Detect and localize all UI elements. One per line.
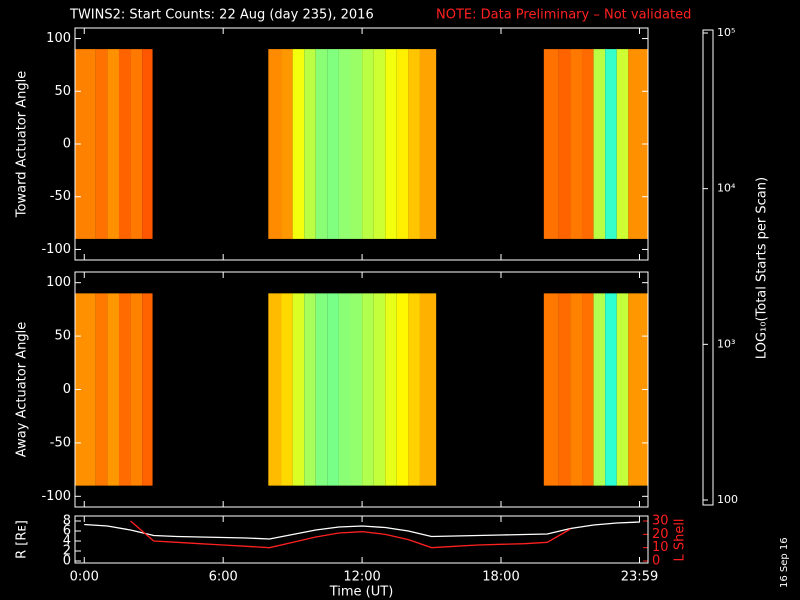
- heatmap-column: [268, 293, 282, 486]
- heatmap-column: [628, 49, 648, 239]
- heatmap-column: [396, 49, 409, 239]
- heatmap-column: [75, 49, 96, 239]
- heatmap-column: [130, 49, 143, 239]
- heatmap-column: [396, 293, 409, 486]
- heatmap-column: [582, 49, 594, 239]
- heatmap-column: [292, 293, 305, 486]
- x-tick-label: 12:00: [343, 570, 380, 585]
- heatmap-column: [142, 293, 153, 486]
- heatmap-column: [315, 49, 328, 239]
- heatmap-column: [593, 49, 606, 239]
- y2-tick-label: 30: [652, 514, 669, 529]
- x-tick-label: 6:00: [209, 570, 238, 585]
- x-tick-label: 0:00: [70, 570, 99, 585]
- y2-label: L Shell: [673, 518, 688, 561]
- heatmap-column: [408, 49, 420, 239]
- heatmap-column: [373, 49, 386, 239]
- heatmap-column: [281, 293, 293, 486]
- heatmap-column: [118, 49, 131, 239]
- y-tick-label: 100: [46, 275, 71, 290]
- heatmap-column: [570, 293, 583, 486]
- y-tick-label: -50: [50, 435, 71, 450]
- heatmap-column: [118, 293, 131, 486]
- y-tick-label: 0: [63, 554, 71, 569]
- x-tick-label: 18:00: [482, 570, 519, 585]
- plot-frame: [74, 515, 649, 564]
- line: [130, 520, 571, 549]
- heatmap-column: [558, 293, 571, 486]
- heatmap-column: [385, 293, 397, 486]
- heatmap-column: [373, 293, 386, 486]
- heatmap-column: [616, 49, 629, 239]
- heatmap-column: [628, 293, 648, 486]
- heatmap-column: [95, 293, 108, 486]
- heatmap-column: [582, 293, 594, 486]
- heatmap-column: [419, 49, 437, 239]
- heatmap-column: [327, 49, 339, 239]
- heatmap-column: [570, 49, 583, 239]
- heatmap-column: [315, 293, 328, 486]
- y2-tick-label: 10: [652, 540, 669, 555]
- y-tick-label: 8: [63, 514, 71, 529]
- line: [84, 521, 640, 540]
- heatmap-column: [327, 293, 339, 486]
- heatmap-column: [616, 293, 629, 486]
- colorbar-label: LOG₁₀(Total Starts per Scan): [755, 177, 770, 359]
- heatmap-column: [304, 293, 316, 486]
- heatmap-column: [408, 293, 420, 486]
- y-tick-label: -50: [50, 189, 71, 204]
- y-tick-label: 0: [63, 137, 71, 152]
- y-tick-label: 100: [46, 31, 71, 46]
- heatmap-column: [385, 49, 397, 239]
- y-tick-label: 6: [63, 524, 71, 539]
- heatmap-column: [558, 49, 571, 239]
- y-tick-label: -100: [41, 242, 71, 257]
- y-label: Toward Actuator Angle: [15, 71, 30, 218]
- heatmap-column: [95, 49, 108, 239]
- y-tick-label: -100: [41, 489, 71, 504]
- heatmap-column: [362, 293, 374, 486]
- heatmap-column: [75, 293, 96, 486]
- note: NOTE: Data Preliminary – Not validated: [436, 8, 691, 23]
- x-label: Time (UT): [329, 585, 394, 600]
- x-tick-label: 23:59: [621, 570, 658, 585]
- heatmap-column: [338, 293, 351, 486]
- y-tick-label: 2: [63, 544, 71, 559]
- heatmap-column: [543, 49, 559, 239]
- date-stamp: 16 Sep 16: [779, 537, 790, 588]
- heatmap-column: [543, 293, 559, 486]
- heatmap-column: [362, 49, 374, 239]
- colorbar: [702, 29, 714, 506]
- colorbar-tick-label: 10³: [717, 337, 735, 350]
- y-tick-label: 50: [54, 84, 71, 99]
- y-tick-label: 4: [63, 534, 71, 549]
- heatmap-column: [605, 293, 617, 486]
- y-tick-label: 50: [54, 329, 71, 344]
- colorbar-tick-label: 10⁴: [717, 182, 736, 195]
- heatmap-column: [292, 49, 305, 239]
- heatmap-column: [605, 49, 617, 239]
- heatmap-column: [350, 49, 363, 239]
- title: TWINS2: Start Counts: 22 Aug (day 235), …: [69, 8, 374, 23]
- heatmap-column: [350, 293, 363, 486]
- colorbar-tick-label: 100: [717, 493, 738, 506]
- y-tick-label: 0: [63, 382, 71, 397]
- y2-tick-label: 0: [652, 554, 660, 569]
- colorbar-tick-label: 10⁵: [717, 26, 735, 39]
- heatmap-column: [107, 293, 119, 486]
- y2-tick-label: 20: [652, 527, 669, 542]
- heatmap-column: [268, 49, 282, 239]
- heatmap-column: [130, 293, 143, 486]
- heatmap-column: [338, 49, 351, 239]
- heatmap-column: [281, 49, 293, 239]
- heatmap-column: [419, 293, 437, 486]
- y-label: Away Actuator Angle: [15, 322, 30, 457]
- heatmap-column: [107, 49, 119, 239]
- heatmap-column: [142, 49, 153, 239]
- y-label: R [Rᴇ]: [15, 520, 30, 559]
- heatmap-column: [304, 49, 316, 239]
- heatmap-column: [593, 293, 606, 486]
